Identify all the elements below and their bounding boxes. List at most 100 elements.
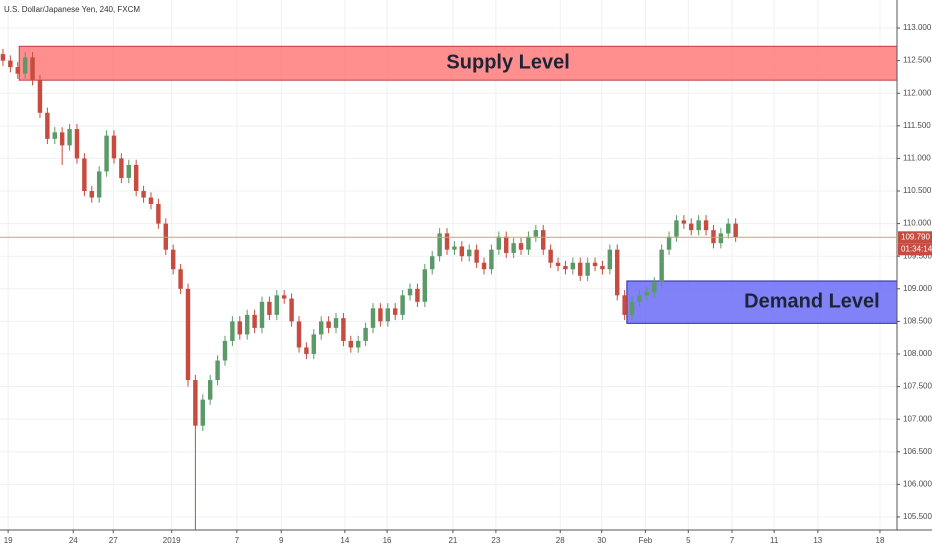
- candle-body: [659, 249, 664, 283]
- candle-body: [467, 249, 472, 257]
- candle-body: [89, 191, 94, 198]
- candle-body: [400, 295, 405, 315]
- y-tick-label: 111.500: [903, 121, 931, 130]
- candle-body: [289, 298, 294, 322]
- x-tick-label: 21: [448, 536, 457, 545]
- candle-body: [437, 233, 442, 257]
- last-price-label: 109.790: [901, 232, 930, 241]
- y-tick-label: 112.000: [903, 88, 932, 97]
- y-tick-label: 108.000: [903, 349, 932, 358]
- candle-body: [674, 220, 679, 237]
- candle-body: [22, 57, 28, 74]
- candle-body: [163, 223, 169, 250]
- candle-body: [148, 197, 154, 205]
- candle-body: [37, 80, 43, 113]
- candle-body: [355, 340, 361, 348]
- x-tick-label: 23: [491, 536, 500, 545]
- candle-body: [237, 321, 243, 335]
- candle-body: [392, 308, 398, 315]
- candle-body: [444, 233, 450, 250]
- candle-body: [207, 380, 213, 400]
- candle-body: [563, 265, 568, 270]
- candle-body: [452, 246, 457, 250]
- candle-body: [489, 249, 494, 270]
- candle-body: [422, 269, 428, 302]
- x-tick-label: 7: [730, 536, 735, 545]
- x-tick-label: 16: [383, 536, 392, 545]
- candle-body: [585, 262, 590, 276]
- candle-body: [230, 321, 235, 341]
- candle-body: [415, 288, 420, 302]
- candle-body: [119, 158, 124, 178]
- candle-body: [526, 236, 531, 250]
- candle-body: [52, 132, 57, 139]
- candle-body: [703, 220, 709, 231]
- x-tick-label: 5: [686, 536, 691, 545]
- candle-body: [326, 321, 331, 328]
- candle-body: [696, 220, 701, 231]
- candle-body: [378, 308, 383, 322]
- candle-body: [104, 135, 109, 172]
- y-tick-label: 111.000: [903, 154, 931, 163]
- candle-body: [244, 314, 250, 335]
- candle-body: [200, 399, 206, 426]
- x-tick-label: 19: [4, 536, 13, 545]
- chart-title: U.S. Dollar/Japanese Yen, 240, FXCM: [4, 5, 140, 14]
- candle-body: [541, 230, 546, 250]
- candle-body: [555, 262, 561, 266]
- candle-body: [733, 223, 738, 238]
- candle-body: [311, 334, 317, 354]
- candle-body: [363, 327, 368, 341]
- candle-body: [341, 318, 346, 341]
- candle-body: [67, 129, 72, 146]
- candle-body: [481, 262, 487, 270]
- candle-body: [304, 347, 309, 354]
- candle-body: [600, 265, 605, 270]
- y-tick-label: 110.000: [903, 219, 932, 228]
- zone-label: Supply Level: [446, 52, 569, 74]
- candle-body: [252, 314, 257, 328]
- candle-body: [156, 204, 161, 224]
- candle-body: [222, 340, 228, 361]
- candle-body: [607, 249, 613, 270]
- zone: [626, 280, 898, 324]
- candle-body: [407, 288, 413, 296]
- candle-body: [45, 112, 50, 139]
- candle-body: [215, 360, 220, 381]
- candle-body: [281, 295, 287, 299]
- countdown-box: [898, 243, 932, 256]
- candle-body: [429, 256, 435, 270]
- candle-body: [711, 230, 716, 244]
- candle-body: [8, 60, 13, 68]
- x-tick-label: 18: [876, 536, 885, 545]
- candle-body: [30, 57, 35, 81]
- candle-body: [348, 340, 354, 348]
- candle-body: [689, 223, 694, 231]
- candle-body: [370, 308, 376, 328]
- candle-body: [267, 301, 272, 315]
- last-price-box: [898, 231, 932, 244]
- x-tick-label: 27: [109, 536, 118, 545]
- candle-body: [459, 246, 465, 257]
- y-tick-label: 106.500: [903, 447, 932, 456]
- y-tick-label: 105.500: [903, 512, 932, 521]
- zone-label: Demand Level: [744, 290, 880, 312]
- candle-body: [15, 67, 20, 74]
- candle-body: [333, 318, 339, 328]
- candle-body: [622, 295, 627, 315]
- candle-body: [170, 249, 176, 270]
- candle-body: [274, 295, 280, 315]
- x-tick-label: 7: [235, 536, 240, 545]
- x-tick-label: 24: [69, 536, 78, 545]
- candle-body: [82, 158, 87, 192]
- candle-body: [496, 236, 502, 250]
- countdown-label: 01:34:14: [901, 244, 932, 253]
- y-tick-label: 113.000: [903, 23, 932, 32]
- candle-body: [533, 230, 539, 237]
- candle-body: [681, 220, 687, 224]
- candle-body: [592, 262, 598, 266]
- candle-body: [318, 321, 324, 335]
- y-tick-label: 110.500: [903, 186, 932, 195]
